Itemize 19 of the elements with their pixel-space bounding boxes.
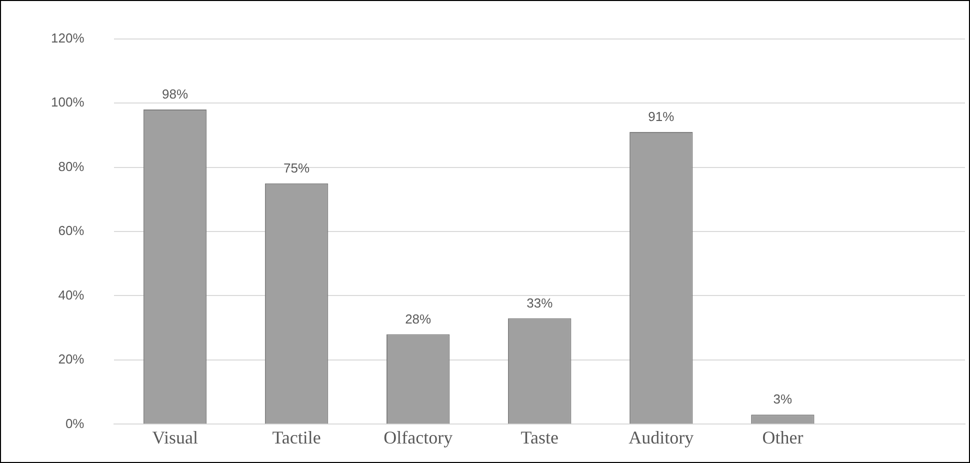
x-tick-label: Taste bbox=[520, 428, 558, 448]
y-tick-label: 20% bbox=[58, 352, 85, 367]
x-tick-label: Visual bbox=[152, 428, 198, 448]
x-tick-label: Auditory bbox=[628, 428, 694, 448]
data-label: 28% bbox=[405, 311, 432, 326]
data-label: 98% bbox=[162, 86, 188, 102]
y-tick-label: 0% bbox=[65, 416, 85, 431]
data-label: 91% bbox=[648, 109, 675, 124]
y-tick-label: 100% bbox=[51, 94, 85, 110]
y-tick-label: 120% bbox=[51, 30, 85, 46]
y-tick-label: 40% bbox=[58, 287, 85, 302]
data-label: 75% bbox=[284, 160, 310, 176]
data-label: 3% bbox=[773, 392, 793, 407]
x-tick-label: Olfactory bbox=[384, 428, 453, 448]
x-tick-label: Other bbox=[762, 428, 804, 448]
y-tick-label: 80% bbox=[58, 158, 85, 174]
y-tick-label: 60% bbox=[58, 223, 85, 238]
data-label: 33% bbox=[526, 295, 554, 310]
x-tick-label: Tactile bbox=[272, 428, 321, 448]
